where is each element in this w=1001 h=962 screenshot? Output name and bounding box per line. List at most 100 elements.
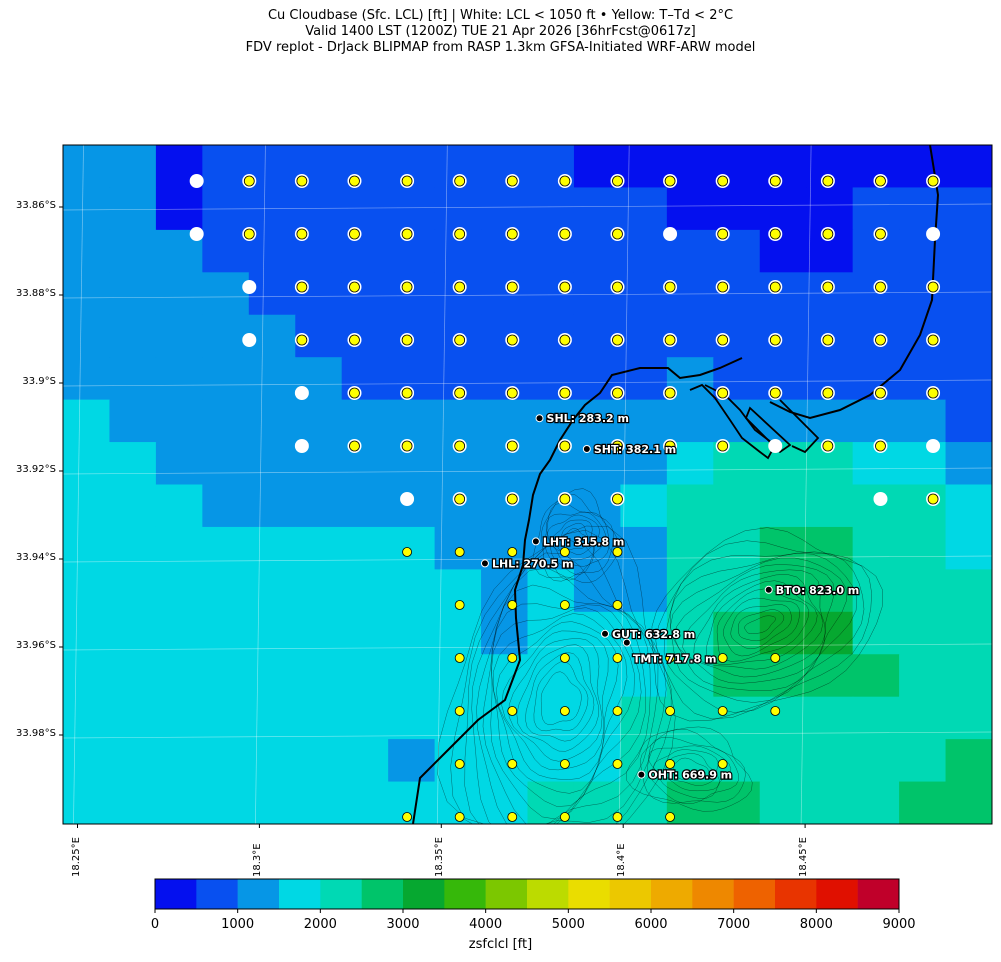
yellow-dewpoint-marker xyxy=(296,228,308,240)
yellow-dewpoint-marker xyxy=(507,759,518,769)
field-cell xyxy=(945,145,992,189)
field-cell xyxy=(806,272,854,316)
field-cell xyxy=(63,399,111,443)
station-label: LHL: 270.5 m xyxy=(492,557,574,570)
colorbar-tick-label: 7000 xyxy=(717,917,751,932)
station-lht: LHT: 315.8 m xyxy=(531,534,626,550)
field-cell xyxy=(248,187,296,231)
field-cell xyxy=(155,314,203,358)
field-cell xyxy=(852,739,900,783)
yellow-dewpoint-marker xyxy=(454,547,465,557)
colorbar-segment xyxy=(733,879,776,909)
field-cell xyxy=(248,526,296,570)
colorbar-tick-label: 4000 xyxy=(469,917,503,932)
field-cell xyxy=(248,654,296,698)
yellow-dewpoint-marker xyxy=(612,440,623,452)
yellow-dewpoint-marker xyxy=(507,653,518,663)
field-cell xyxy=(620,484,668,528)
station-label: BTO: 823.0 m xyxy=(776,584,860,597)
field-cell xyxy=(481,696,529,740)
field-cell xyxy=(63,229,111,273)
field-cell xyxy=(388,399,436,443)
field-cell xyxy=(295,526,343,570)
field-cell xyxy=(945,569,992,613)
yellow-dewpoint-marker xyxy=(454,812,465,822)
yellow-dewpoint-marker xyxy=(559,600,570,610)
yellow-dewpoint-marker xyxy=(559,175,571,187)
field-cell xyxy=(109,611,157,655)
yellow-dewpoint-marker xyxy=(927,493,939,505)
field-cell xyxy=(248,696,296,740)
yellow-dewpoint-marker xyxy=(875,440,886,452)
field-cell xyxy=(155,357,203,401)
field-cell xyxy=(63,357,111,401)
field-cell xyxy=(945,272,992,316)
station-dot xyxy=(480,559,489,568)
field-cell xyxy=(806,484,854,528)
field-cell xyxy=(759,314,807,358)
field-cell xyxy=(620,399,668,443)
yellow-dewpoint-marker xyxy=(717,228,729,240)
field-cell xyxy=(806,526,854,570)
yellow-dewpoint-marker xyxy=(506,440,518,452)
station-bto: BTO: 823.0 m xyxy=(764,583,860,598)
field-cell xyxy=(295,739,343,783)
field-cell xyxy=(63,145,111,189)
coastline-east xyxy=(769,145,940,420)
field-cell xyxy=(388,526,436,570)
yellow-dewpoint-marker xyxy=(454,440,466,452)
field-cell xyxy=(63,739,111,783)
lon-tick-label: 18.45°E xyxy=(798,837,810,877)
field-cell xyxy=(388,569,436,613)
yellow-dewpoint-marker xyxy=(349,175,360,187)
field-cell xyxy=(202,739,250,783)
field-cell xyxy=(109,569,157,613)
yellow-dewpoint-marker xyxy=(717,653,728,663)
lon-tick-label: 18.25°E xyxy=(70,837,82,877)
station-label: SHL: 283.2 m xyxy=(547,412,629,425)
field-cell xyxy=(620,145,668,189)
yellow-dewpoint-marker xyxy=(769,175,781,187)
yellow-dewpoint-marker xyxy=(507,547,518,557)
field-cell xyxy=(481,654,529,698)
field-cell xyxy=(155,399,203,443)
yellow-dewpoint-marker xyxy=(717,334,729,346)
colorbar-label: zsfclcl [ft] xyxy=(468,937,533,952)
station-dot xyxy=(531,537,540,546)
yellow-dewpoint-marker xyxy=(612,812,623,822)
field-cell xyxy=(202,569,250,613)
field-cell xyxy=(759,272,807,316)
field-cell xyxy=(899,654,947,698)
yellow-dewpoint-marker xyxy=(875,281,886,293)
yellow-dewpoint-marker xyxy=(401,281,413,293)
yellow-dewpoint-marker xyxy=(717,759,728,769)
station-lhl: LHL: 270.5 m xyxy=(480,556,575,572)
white-lcl-marker xyxy=(242,333,257,347)
yellow-dewpoint-marker xyxy=(507,706,518,716)
field-cell xyxy=(202,357,250,401)
station-oht: OHT: 669.9 m xyxy=(637,767,733,783)
yellow-dewpoint-marker xyxy=(454,493,466,505)
colorbar-segment xyxy=(651,879,693,909)
field-cell xyxy=(666,484,714,528)
yellow-dewpoint-marker xyxy=(506,228,518,240)
lat-tick-label: 33.9°S xyxy=(22,376,56,387)
field-cell xyxy=(109,781,157,824)
field-cell xyxy=(899,526,947,570)
field-cell xyxy=(109,272,157,316)
field-cell xyxy=(202,399,250,443)
colorbar-tick-label: 9000 xyxy=(882,917,916,932)
yellow-dewpoint-marker xyxy=(454,706,465,716)
field-cell xyxy=(109,654,157,698)
yellow-dewpoint-marker xyxy=(769,387,781,399)
field-cell xyxy=(248,739,296,783)
yellow-dewpoint-marker xyxy=(927,281,939,293)
field-cell xyxy=(341,484,389,528)
field-cell xyxy=(248,781,296,824)
field-cell xyxy=(109,696,157,740)
lat-tick-label: 33.94°S xyxy=(16,552,56,563)
field-cell xyxy=(945,739,992,783)
yellow-dewpoint-marker xyxy=(612,547,623,557)
yellow-dewpoint-marker xyxy=(612,387,623,399)
